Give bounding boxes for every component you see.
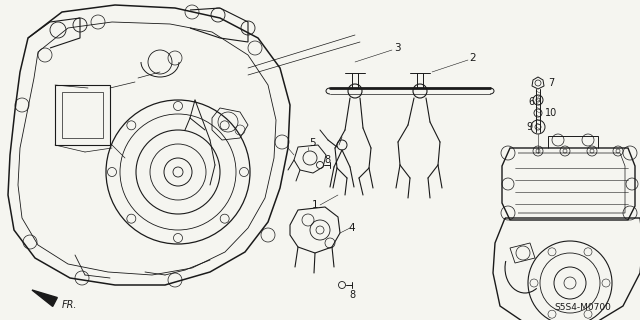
- Text: 9: 9: [526, 122, 532, 132]
- Text: 8: 8: [324, 155, 330, 165]
- Text: 5: 5: [308, 138, 316, 148]
- Text: 4: 4: [349, 223, 355, 233]
- Text: 10: 10: [545, 108, 557, 118]
- Text: 1: 1: [312, 200, 318, 210]
- Text: FR.: FR.: [62, 300, 77, 310]
- Text: 6: 6: [528, 97, 534, 107]
- Text: 3: 3: [394, 43, 400, 53]
- Text: S5S4-M0700: S5S4-M0700: [555, 303, 611, 313]
- Text: 2: 2: [470, 53, 476, 63]
- Polygon shape: [32, 290, 58, 307]
- Text: 7: 7: [548, 78, 554, 88]
- Text: 8: 8: [349, 290, 355, 300]
